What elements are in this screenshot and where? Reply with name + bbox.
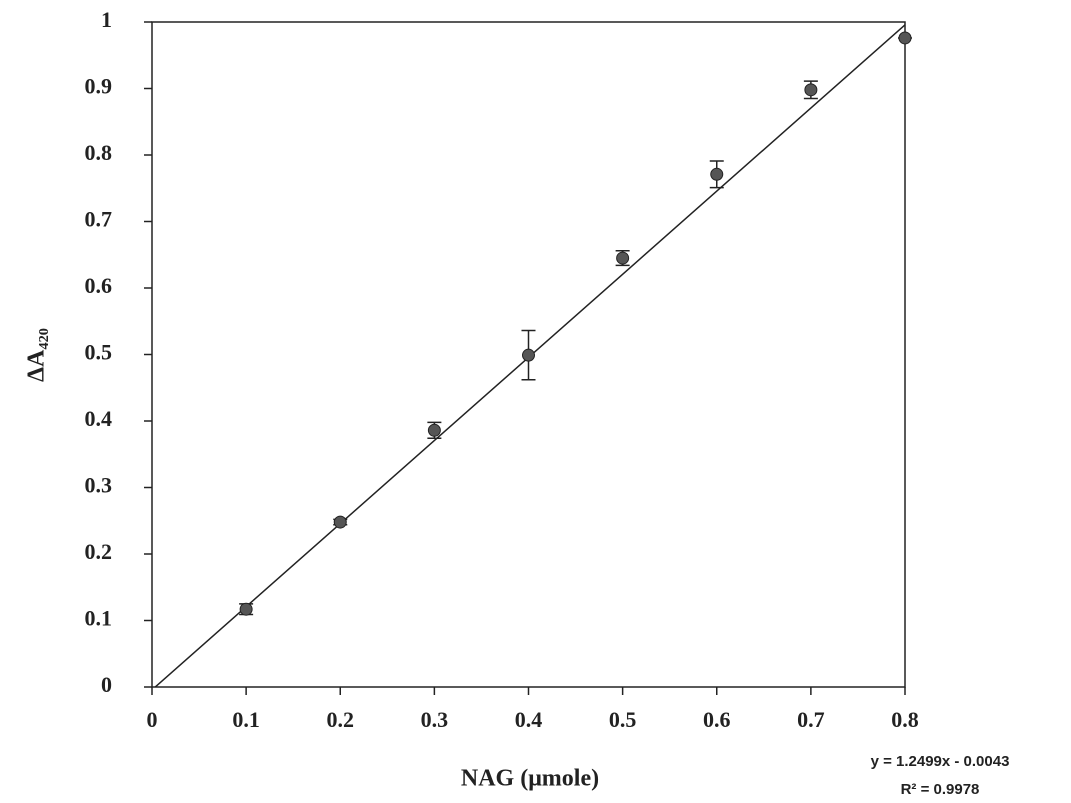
y-tick-label: 0.3	[85, 473, 113, 498]
data-point	[333, 515, 347, 529]
data-point	[239, 602, 253, 616]
x-tick-label: 0.3	[421, 707, 449, 732]
x-tick-label: 0.5	[609, 707, 637, 732]
y-tick-label: 0.9	[85, 74, 113, 99]
x-tick-label: 0.4	[515, 707, 543, 732]
x-axis-label: NAG (μmole)	[461, 766, 599, 792]
x-tick-label: 0.7	[797, 707, 825, 732]
y-tick-label: 0.2	[85, 539, 113, 564]
data-point	[522, 348, 535, 362]
data-point	[710, 167, 724, 181]
y-tick-label: 0.7	[85, 207, 113, 232]
y-tick-label: 0	[101, 672, 112, 697]
x-tick-label: 0.2	[327, 707, 355, 732]
y-tick-label: 0.1	[85, 606, 113, 631]
y-tick-label: 1	[101, 7, 112, 32]
data-point	[898, 31, 912, 45]
trend-line	[154, 23, 905, 687]
data-point	[616, 251, 630, 265]
y-tick-label: 0.4	[85, 406, 113, 431]
y-tick-label: 0.6	[85, 273, 113, 298]
x-tick-label: 0.8	[891, 707, 919, 732]
y-tick-label: 0.5	[85, 340, 113, 365]
x-tick-label: 0.1	[232, 707, 260, 732]
trend-r-squared: R² = 0.9978	[901, 781, 980, 798]
data-point	[804, 83, 818, 97]
y-tick-label: 0.8	[85, 140, 113, 165]
x-tick-label: 0.6	[703, 707, 731, 732]
y-axis-label: ΔA₄₂₀	[24, 328, 50, 382]
trend-equation: y = 1.2499x - 0.0043	[871, 753, 1010, 770]
x-tick-label: 0	[147, 707, 158, 732]
data-point	[427, 423, 441, 437]
